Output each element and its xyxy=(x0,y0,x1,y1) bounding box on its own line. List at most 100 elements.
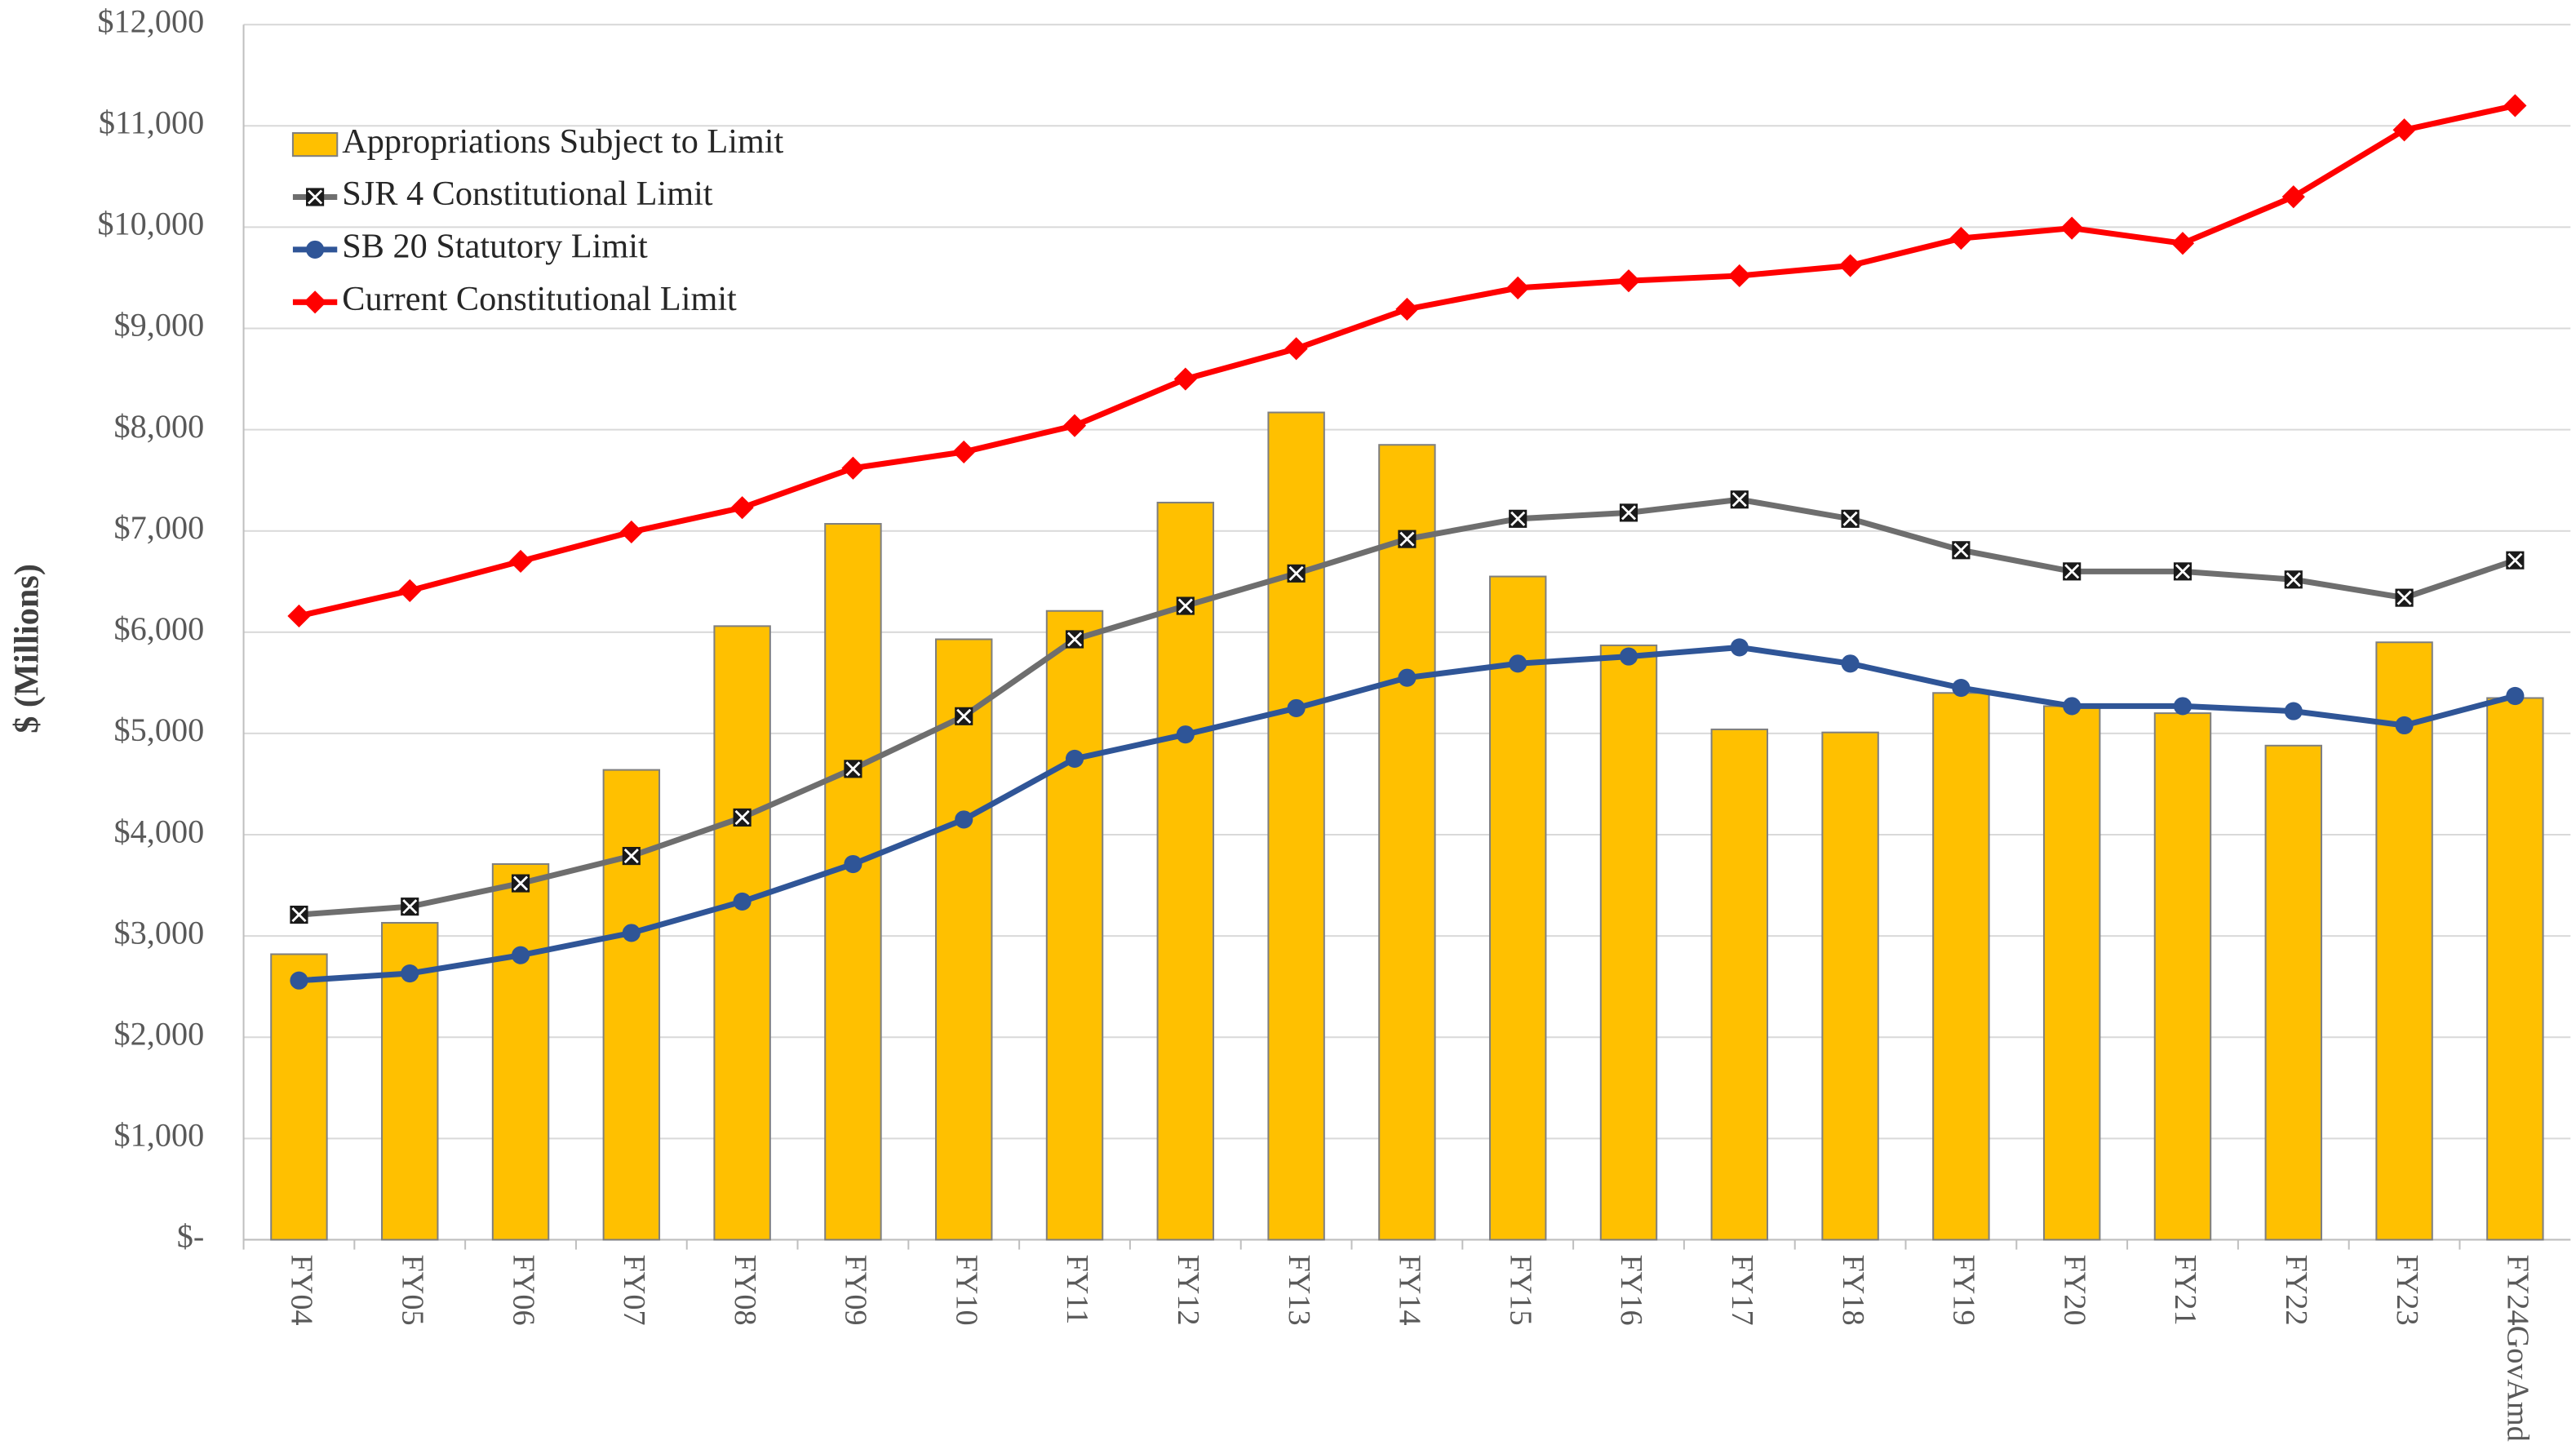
bar xyxy=(491,863,550,1241)
y-tick-label: $- xyxy=(177,1218,205,1255)
marker xyxy=(1727,264,1751,288)
x-tick-label: FY18 xyxy=(1836,1255,1870,1326)
marker xyxy=(1176,725,1195,744)
marker xyxy=(1841,654,1860,673)
bar xyxy=(1267,411,1325,1241)
legend-item: Appropriations Subject to Limit xyxy=(291,122,784,161)
marker xyxy=(952,440,976,463)
marker xyxy=(1173,367,1197,391)
marker xyxy=(508,549,533,574)
marker xyxy=(1398,668,1417,687)
bar xyxy=(1710,728,1769,1241)
marker-x xyxy=(512,875,529,891)
y-tick-label: $7,000 xyxy=(114,509,205,546)
x-tick-label: FY16 xyxy=(1614,1255,1648,1326)
y-tick-label: $2,000 xyxy=(114,1015,205,1052)
marker xyxy=(955,810,973,829)
y-tick-label: $3,000 xyxy=(114,914,205,951)
bar xyxy=(1156,501,1215,1241)
x-tick-label: FY04 xyxy=(285,1255,319,1326)
x-tick-label: FY19 xyxy=(1947,1255,1981,1326)
marker-x xyxy=(623,849,639,864)
y-tick-label: $5,000 xyxy=(114,711,205,748)
marker xyxy=(1065,630,1084,649)
marker xyxy=(2173,697,2192,716)
marker-x xyxy=(2286,572,2301,587)
bar xyxy=(1599,644,1658,1241)
marker-x xyxy=(734,809,750,825)
y-tick-label: $6,000 xyxy=(114,610,205,647)
marker xyxy=(401,898,419,916)
bar xyxy=(713,625,771,1241)
marker-x xyxy=(1731,492,1747,508)
marker xyxy=(511,874,530,893)
legend-swatch xyxy=(291,132,339,157)
marker xyxy=(511,946,530,964)
marker xyxy=(2395,716,2414,735)
marker xyxy=(1619,503,1638,522)
marker xyxy=(2170,232,2195,255)
x-tick-label: FY20 xyxy=(2057,1255,2091,1326)
marker xyxy=(1287,698,1306,717)
marker xyxy=(955,707,973,725)
x-tick-label: FY06 xyxy=(506,1255,540,1326)
x-tick-label: FY10 xyxy=(949,1255,983,1326)
marker xyxy=(1065,749,1084,769)
y-tick-label: $11,000 xyxy=(99,104,204,141)
marker xyxy=(1395,297,1419,321)
y-tick-label: $1,000 xyxy=(114,1117,205,1154)
marker-x xyxy=(291,907,307,923)
marker-x xyxy=(1510,511,1526,526)
marker-x xyxy=(2064,564,2080,579)
marker-x xyxy=(1288,565,1304,581)
marker xyxy=(1952,679,1971,698)
marker xyxy=(1952,541,1971,560)
marker xyxy=(290,971,308,990)
marker-x xyxy=(1399,531,1415,547)
bar xyxy=(935,638,993,1241)
x-tick-label: FY05 xyxy=(395,1255,429,1326)
x-tick-label: FY12 xyxy=(1171,1255,1205,1326)
marker xyxy=(398,578,422,603)
marker xyxy=(1062,414,1087,437)
marker xyxy=(622,924,641,942)
marker xyxy=(1506,276,1530,299)
bar xyxy=(2153,712,2212,1241)
marker-x xyxy=(1177,598,1193,614)
legend-marker xyxy=(306,240,325,259)
marker xyxy=(290,905,308,924)
marker-x xyxy=(1621,505,1637,521)
marker xyxy=(1949,226,1973,250)
x-tick-label: FY09 xyxy=(839,1255,873,1326)
marker xyxy=(2063,697,2082,716)
x-tick-label: FY14 xyxy=(1393,1255,1427,1326)
marker xyxy=(1287,564,1306,583)
bar xyxy=(1045,609,1104,1241)
bar xyxy=(1932,692,1990,1241)
bar xyxy=(270,953,328,1241)
marker xyxy=(1619,647,1638,666)
bar xyxy=(602,769,661,1241)
bar xyxy=(2042,705,2101,1241)
marker xyxy=(287,604,311,628)
legend-label: Appropriations Subject to Limit xyxy=(342,122,783,161)
marker-x xyxy=(2507,552,2523,568)
marker xyxy=(2395,588,2414,607)
marker-x xyxy=(402,899,418,915)
marker xyxy=(1730,490,1749,509)
bar xyxy=(1378,444,1436,1241)
legend-label: Current Constitutional Limit xyxy=(342,280,737,318)
marker xyxy=(2392,118,2416,142)
legend-item: Current Constitutional Limit xyxy=(292,280,737,318)
legend-label: SB 20 Statutory Limit xyxy=(342,228,648,266)
marker-x xyxy=(1842,511,1858,526)
bar xyxy=(824,523,882,1241)
x-tick-label: FY13 xyxy=(1282,1255,1316,1326)
legend-item: SB 20 Statutory Limit xyxy=(292,228,648,266)
bar xyxy=(1488,575,1547,1241)
x-tick-label: FY24GovAmd xyxy=(2501,1255,2535,1442)
marker xyxy=(733,892,752,911)
marker-x xyxy=(2396,590,2412,605)
marker xyxy=(1730,638,1749,657)
